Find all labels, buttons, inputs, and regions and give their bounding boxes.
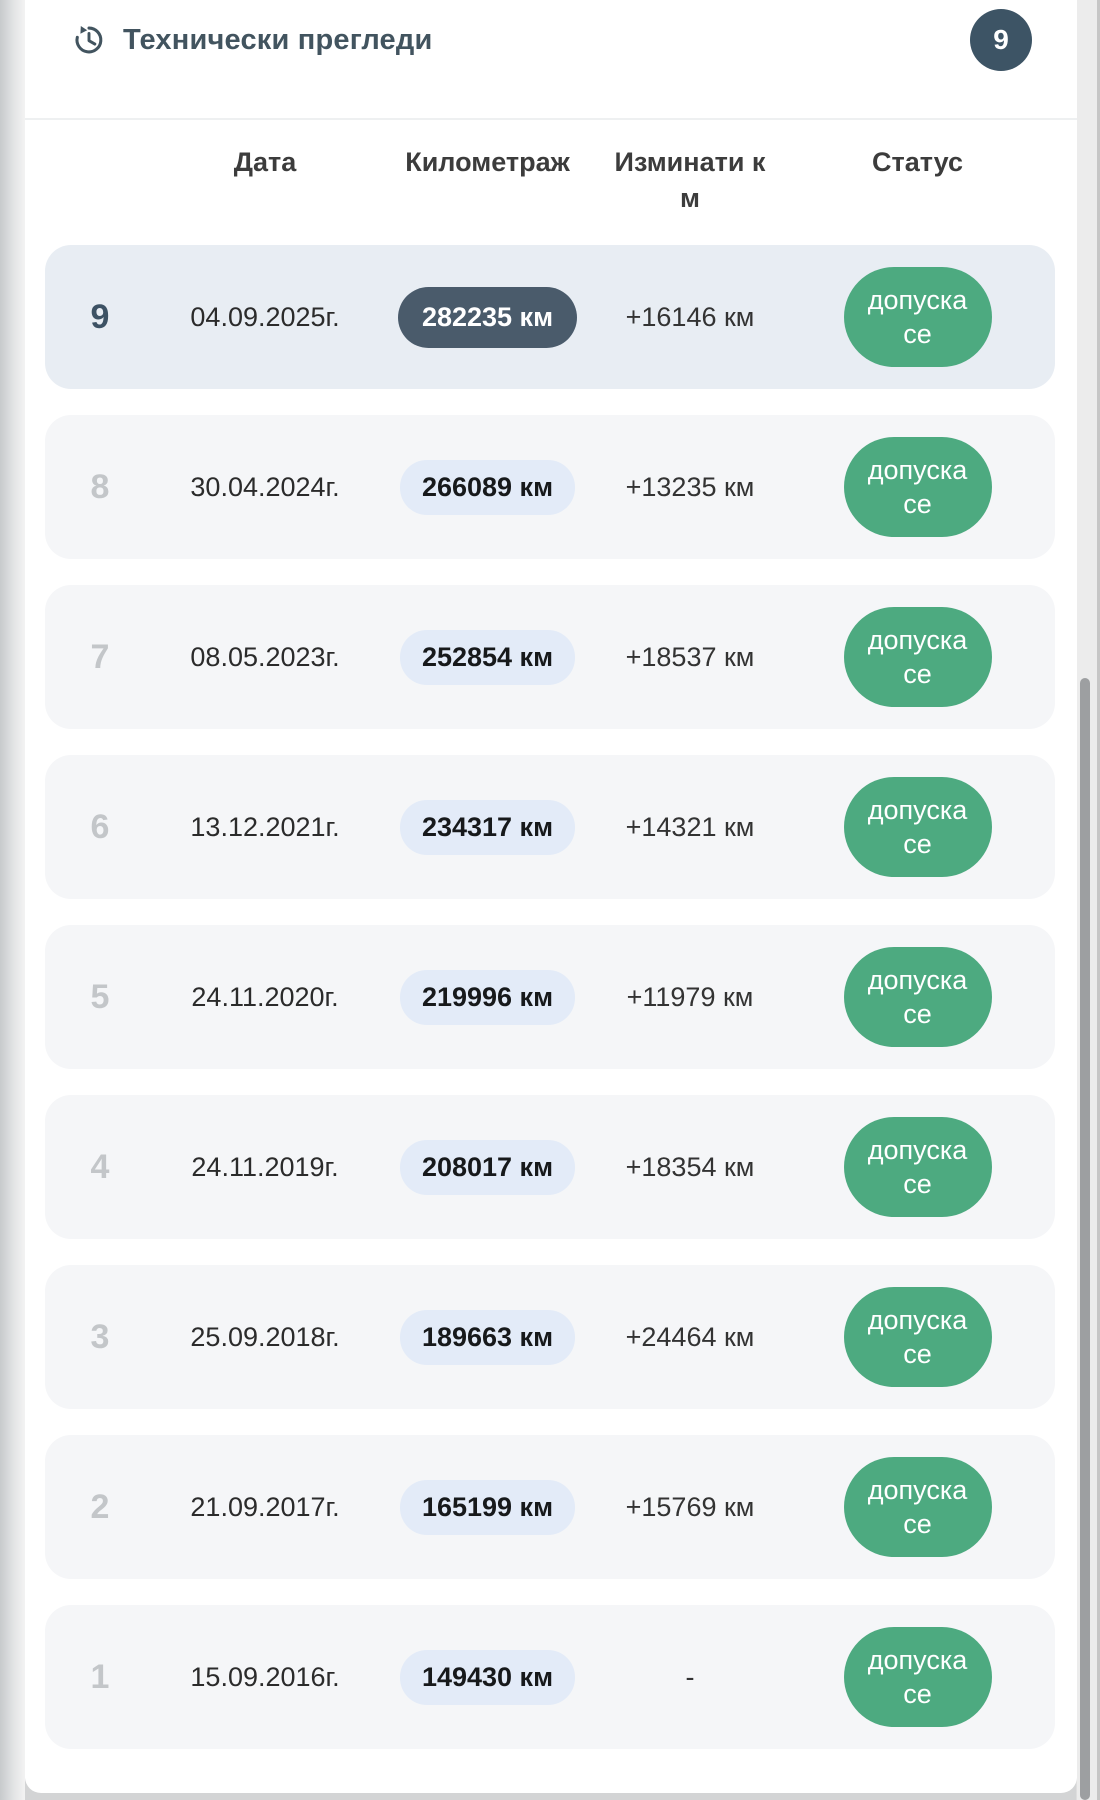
distance-since-last: +13235 км [625,471,755,502]
status-pill: допуска се [843,777,992,877]
distance-since-last: +11979 км [626,981,754,1012]
odometer-badge: 219996 км [399,969,576,1025]
distance-since-last: +18354 км [625,1151,755,1182]
inspections-card: Технически прегледи 9 Дата Километраж Из… [25,0,1077,1793]
scrollbar-track[interactable] [1076,0,1100,1800]
inspection-date: 21.09.2017г. [190,1491,340,1522]
scrollbar-thumb[interactable] [1080,678,1090,1800]
inspection-row: 4 24.11.2019г. 208017 км +18354 км допус… [45,1095,1055,1239]
status-pill: допуска се [843,1117,992,1217]
inspection-row: 3 25.09.2018г. 189663 км +24464 км допус… [45,1265,1055,1409]
odometer-badge: 208017 км [399,1139,576,1195]
odometer-badge: 234317 км [399,799,576,855]
page-left-gutter [0,0,25,1800]
inspection-row: 6 13.12.2021г. 234317 км +14321 км допус… [45,755,1055,899]
column-header-distance: Изминати км [614,147,766,213]
inspection-row: 7 08.05.2023г. 252854 км +18537 км допус… [45,585,1055,729]
status-pill: допуска се [843,607,992,707]
status-pill: допуска се [843,267,992,367]
history-icon [75,26,103,54]
row-number: 4 [90,1147,110,1186]
distance-since-last: +14321 км [625,811,755,842]
odometer-badge: 149430 км [399,1649,576,1705]
inspection-date: 13.12.2021г. [190,811,340,842]
inspection-row: 1 15.09.2016г. 149430 км - допуска се [45,1605,1055,1749]
row-number: 3 [90,1317,110,1356]
column-header-date: Дата [233,147,297,177]
table-column-headers: Дата Километраж Изминати км Статус [25,120,1077,245]
page-title: Технически прегледи [123,23,433,56]
odometer-badge: 266089 км [399,459,576,515]
inspection-date: 08.05.2023г. [190,641,340,672]
inspection-date: 30.04.2024г. [190,471,340,502]
odometer-badge: 282235 км [397,286,578,348]
inspection-date: 15.09.2016г. [190,1661,340,1692]
column-header-status: Статус [872,147,963,177]
inspection-date: 25.09.2018г. [190,1321,340,1352]
distance-since-last: +18537 км [625,641,755,672]
row-number: 9 [90,297,110,336]
odometer-badge: 165199 км [399,1479,576,1535]
row-number: 2 [90,1487,110,1526]
odometer-badge: 252854 км [399,629,576,685]
card-header: Технически прегледи 9 [25,0,1077,120]
status-pill: допуска се [843,947,992,1047]
column-header-odometer: Километраж [405,147,570,177]
inspection-date: 24.11.2019г. [191,1151,339,1182]
inspection-row: 8 30.04.2024г. 266089 км +13235 км допус… [45,415,1055,559]
inspection-row: 5 24.11.2020г. 219996 км +11979 км допус… [45,925,1055,1069]
distance-since-last: +15769 км [625,1491,755,1522]
inspection-row: 9 04.09.2025г. 282235 км +16146 км допус… [45,245,1055,389]
status-pill: допуска се [843,1457,992,1557]
status-pill: допуска се [843,437,992,537]
odometer-badge: 189663 км [399,1309,576,1365]
row-number: 5 [90,977,110,1016]
distance-since-last: - [685,1661,695,1692]
distance-since-last: +16146 км [625,301,755,332]
row-number: 7 [90,637,110,676]
inspection-date: 04.09.2025г. [190,301,340,332]
inspection-date: 24.11.2020г. [191,981,339,1012]
status-pill: допуска се [843,1627,992,1727]
row-number: 6 [90,807,110,846]
row-number: 1 [90,1657,110,1696]
status-pill: допуска се [843,1287,992,1387]
inspection-row: 2 21.09.2017г. 165199 км +15769 км допус… [45,1435,1055,1579]
distance-since-last: +24464 км [625,1321,755,1352]
inspection-count-badge: 9 [970,9,1032,71]
inspection-rows: 9 04.09.2025г. 282235 км +16146 км допус… [25,245,1077,1749]
row-number: 8 [90,467,110,506]
